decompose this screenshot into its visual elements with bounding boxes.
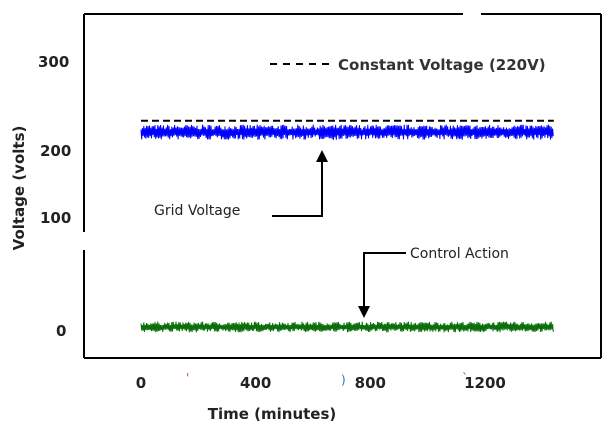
series-line-grid-voltage bbox=[140, 124, 554, 140]
annotation-arrow-control-action bbox=[363, 252, 406, 308]
y-tick-label-300: 300 bbox=[38, 53, 69, 71]
legend-label-constant-voltage: Constant Voltage (220V) bbox=[338, 56, 546, 74]
x-tick-label-400: 400 bbox=[240, 374, 271, 392]
x-tick-label-0: 0 bbox=[136, 374, 146, 392]
series-line-control-action bbox=[140, 321, 554, 333]
arrowhead-control-action bbox=[358, 306, 370, 318]
annotation-label-grid-voltage: Grid Voltage bbox=[154, 203, 240, 219]
x-tick-label-800: 800 bbox=[355, 374, 386, 392]
arrowhead-grid-voltage bbox=[316, 150, 328, 162]
plot-frame bbox=[83, 13, 602, 359]
x-axis-title: Time (minutes) bbox=[208, 405, 337, 423]
stray-mark-3: ` bbox=[462, 371, 468, 385]
stray-mark-1: ' bbox=[186, 371, 189, 385]
annotation-control-action: Control Action bbox=[358, 246, 509, 318]
y-tick-label-100: 100 bbox=[40, 209, 71, 227]
annotation-grid-voltage: Grid Voltage bbox=[154, 150, 328, 219]
y-axis: 300 200 100 0 Voltage (volts) bbox=[10, 53, 71, 340]
stray-mark-2: ) bbox=[341, 373, 346, 387]
y-tick-label-0: 0 bbox=[56, 322, 66, 340]
annotation-arrow-grid-voltage bbox=[272, 160, 323, 217]
annotation-label-control-action: Control Action bbox=[410, 246, 509, 262]
y-axis-title: Voltage (volts) bbox=[10, 126, 28, 251]
legend: Constant Voltage (220V) bbox=[270, 56, 546, 74]
x-tick-label-1200: 1200 bbox=[464, 374, 506, 392]
series-layer bbox=[140, 119, 554, 333]
x-axis: 0 400 800 1200 Time (minutes) ' ) ` bbox=[136, 371, 506, 423]
y-tick-label-200: 200 bbox=[40, 142, 71, 160]
